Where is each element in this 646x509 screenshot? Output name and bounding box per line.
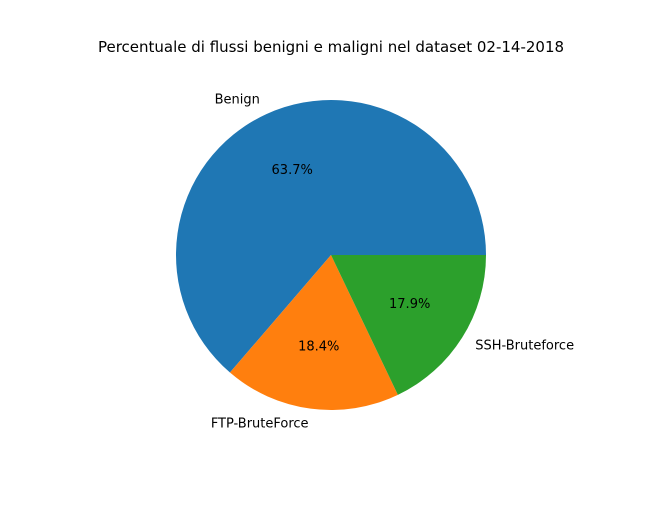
pie-labels: Benign 63.7% FTP-BruteForce 18.4% SSH-Brutef… — [211, 93, 574, 432]
pie-slice-ssh-bruteforce — [331, 255, 486, 395]
slice-percent-ssh-bruteforce: 17.9% — [389, 297, 430, 312]
slice-label-benign: Benign — [215, 93, 260, 108]
chart-title: Percentuale di flussi benigni e maligni … — [98, 38, 564, 56]
slice-label-ssh-bruteforce: SSH-Bruteforce — [475, 338, 574, 353]
pie-slices — [175, 100, 486, 411]
pie-slice-benign — [175, 100, 486, 373]
slice-percent-benign: 63.7% — [272, 163, 313, 178]
slice-percent-ftp-bruteforce: 18.4% — [298, 340, 339, 355]
pie-slice-ftp-bruteforce — [229, 255, 398, 411]
slice-label-ftp-bruteforce: FTP-BruteForce — [211, 417, 309, 432]
